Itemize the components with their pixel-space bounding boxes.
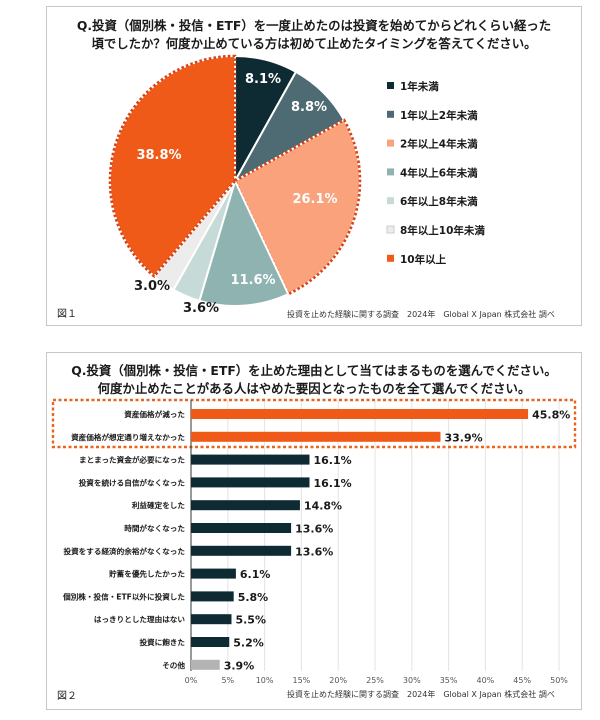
legend-label: 6年以上8年未満 bbox=[400, 195, 478, 208]
figure2-panel: Q.投資（個別株・投信・ETF）を止めた理由として当てはまるものを選んでください… bbox=[46, 352, 582, 710]
bar-value-label: 13.6% bbox=[295, 523, 333, 536]
bar-chart: 0% 5% 10% 15% 20% 25% 30% 35% 40% 45% 50% 資産価格が減った 4… bbox=[51, 398, 577, 685]
bar-value-label: 33.9% bbox=[445, 431, 483, 444]
legend-label: 2年以上4年未満 bbox=[400, 138, 478, 151]
legend-swatch bbox=[387, 197, 394, 205]
x-tick-label: 0% bbox=[185, 676, 198, 685]
x-tick-label: 20% bbox=[329, 676, 347, 685]
figure2-label: 図２ bbox=[57, 691, 77, 702]
pie-slice-label: 3.0% bbox=[134, 279, 170, 294]
bar-category-label: まとまった資金が必要になった bbox=[79, 455, 185, 465]
x-tick-label: 30% bbox=[403, 676, 421, 685]
x-tick-label: 40% bbox=[477, 676, 495, 685]
bar-category-label: 投資を続ける自信がなくなった bbox=[79, 477, 186, 487]
pie-slice-label: 11.6% bbox=[230, 273, 275, 288]
legend-label: 1年以上2年未満 bbox=[400, 109, 478, 122]
x-tick-label: 50% bbox=[550, 676, 568, 685]
x-tick-label: 15% bbox=[293, 676, 311, 685]
bar-value-label: 5.8% bbox=[238, 591, 269, 604]
bar-value-label: 3.9% bbox=[224, 659, 255, 672]
legend-label: 8年以上10年未満 bbox=[400, 224, 485, 237]
figure1-panel: Q.投資（個別株・投信・ETF）を一度止めたのは投資を始めてからどれくらい経った… bbox=[46, 6, 582, 326]
bar-value-label: 5.2% bbox=[233, 637, 264, 650]
bar-category-label: 時間がなくなった bbox=[124, 523, 185, 533]
bar bbox=[191, 591, 234, 602]
figure2-title-line1: Q.投資（個別株・投信・ETF）を止めた理由として当てはまるものを選んでください… bbox=[71, 363, 557, 378]
pie-slice-label: 3.6% bbox=[183, 301, 219, 316]
bar bbox=[191, 431, 441, 442]
pie-slice-label: 8.1% bbox=[245, 72, 281, 87]
figure1-title-line2: 頃でしたか？何度か止めている方は初めて止めたタイミングを答えてください。 bbox=[91, 36, 537, 51]
bar bbox=[191, 637, 230, 647]
bar-value-label: 13.6% bbox=[295, 545, 333, 558]
x-tick-label: 25% bbox=[366, 676, 384, 685]
bar-category-label: 利益確定をした bbox=[132, 500, 186, 510]
figure2-title-line2: 何度か止めたことがある人はやめた要因となったものを全て選んでください。 bbox=[97, 381, 531, 396]
bar-category-label: 個別株・投信・ETF以外に投資した bbox=[62, 591, 185, 601]
pie-slice-label: 8.8% bbox=[291, 100, 327, 115]
bar-value-label: 6.1% bbox=[240, 568, 271, 581]
figure2-source: 投資を止めた経験に関する調査 2024年 Global X Japan 株式会社… bbox=[287, 690, 555, 699]
legend-label: 4年以上6年未満 bbox=[400, 166, 478, 179]
bar bbox=[191, 500, 300, 511]
pie-slice-highlight-outline bbox=[233, 118, 362, 296]
legend-swatch bbox=[387, 254, 394, 262]
bar bbox=[191, 454, 310, 465]
pie-slice-label: 38.8% bbox=[136, 148, 181, 163]
figure1-title-line1: Q.投資（個別株・投信・ETF）を一度止めたのは投資を始めてからどれくらい経った bbox=[76, 18, 552, 33]
legend-label: 10年以上 bbox=[400, 253, 447, 266]
bar bbox=[191, 409, 529, 419]
bar-value-label: 16.1% bbox=[313, 454, 351, 467]
figure1-label: 図１ bbox=[57, 309, 77, 320]
x-tick-label: 45% bbox=[513, 676, 531, 685]
bar-value-label: 14.8% bbox=[304, 500, 342, 513]
pie-slice bbox=[198, 178, 290, 308]
bar-category-label: 資産価格が想定通り増えなかった bbox=[70, 432, 185, 442]
bar bbox=[191, 614, 232, 625]
bar bbox=[191, 545, 292, 556]
bar-category-label: 投資をする経済的余裕がなくなった bbox=[64, 546, 186, 556]
bar-category-label: 資産価格が減った bbox=[123, 409, 185, 419]
pie-chart: 8.1% 8.8% 26.1% 11.6% 3.6% 3.0% 38.8% 1年未満 1年以上2… bbox=[108, 54, 485, 316]
highlight-box bbox=[51, 398, 577, 449]
bar-value-label: 45.8% bbox=[532, 409, 570, 422]
bar-category-label: その他 bbox=[162, 660, 185, 670]
bar-category-label: 貯蓄を優先したかった bbox=[109, 569, 185, 579]
pie-slice-label: 26.1% bbox=[292, 192, 337, 207]
bar-value-label: 5.5% bbox=[235, 614, 266, 627]
bar-category-label: 投資に飽きた bbox=[139, 637, 185, 647]
legend-swatch bbox=[386, 225, 395, 234]
bar bbox=[191, 568, 236, 579]
legend-swatch bbox=[387, 139, 394, 147]
bar-value-label: 16.1% bbox=[313, 477, 351, 490]
legend-swatch bbox=[387, 82, 394, 89]
legend-swatch bbox=[387, 110, 394, 118]
legend-label: 1年未満 bbox=[400, 80, 439, 93]
bar bbox=[191, 659, 220, 670]
x-tick-label: 5% bbox=[221, 676, 234, 685]
legend-swatch bbox=[387, 168, 394, 176]
figure1-source: 投資を止めた経験に関する調査 2024年 Global X Japan 株式会社… bbox=[287, 310, 555, 319]
pie-slice-highlight-outline bbox=[108, 54, 237, 279]
bar-category-label: はっきりとした理由はない bbox=[94, 614, 186, 624]
x-tick-label: 35% bbox=[440, 676, 458, 685]
bar bbox=[191, 523, 292, 533]
x-tick-label: 10% bbox=[256, 676, 274, 685]
bar bbox=[191, 477, 310, 488]
